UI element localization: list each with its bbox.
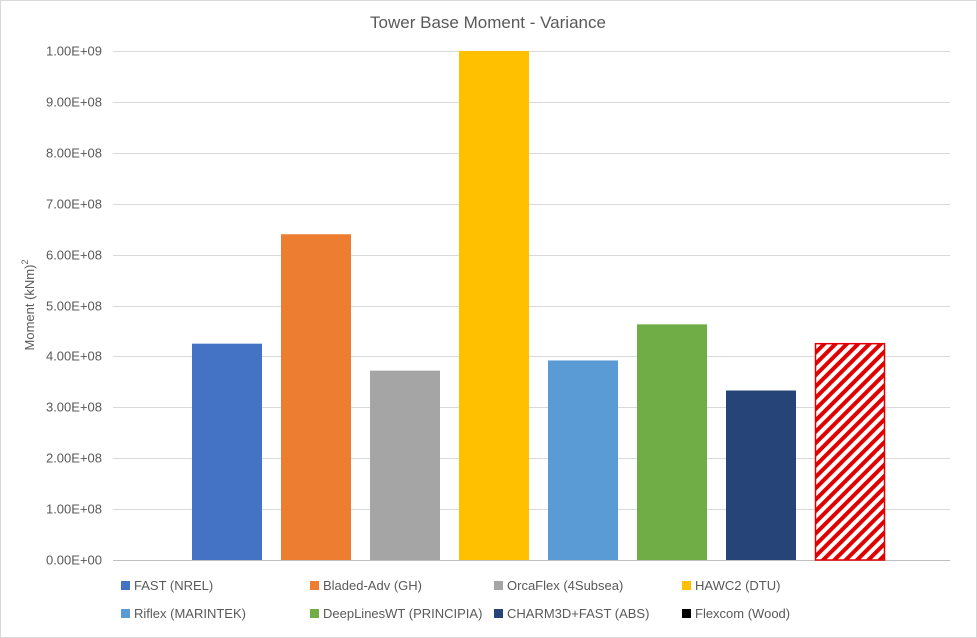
bar bbox=[548, 360, 618, 560]
bar bbox=[281, 234, 351, 561]
legend-swatch bbox=[494, 609, 503, 618]
y-tick-label: 2.00E+08 bbox=[46, 451, 102, 466]
bar bbox=[637, 324, 707, 560]
y-tick-label: 5.00E+08 bbox=[46, 299, 102, 314]
y-tick-label: 6.00E+08 bbox=[46, 248, 102, 263]
y-tick-label: 8.00E+08 bbox=[46, 146, 102, 161]
y-axis-ticks: 0.00E+00 1.00E+08 2.00E+08 3.00E+08 4.00E+08… bbox=[46, 44, 102, 568]
y-axis-label-text: Moment (kNm) bbox=[22, 265, 37, 351]
legend-label: OrcaFlex (4Subsea) bbox=[507, 578, 623, 593]
legend-label: DeepLinesWT (PRINCIPIA) bbox=[323, 606, 482, 621]
legend-swatch bbox=[494, 581, 503, 590]
legend: FAST (NREL) Bladed-Adv (GH) OrcaFlex (4Sub… bbox=[121, 578, 790, 621]
legend-label: FAST (NREL) bbox=[134, 578, 213, 593]
legend-swatch bbox=[682, 609, 691, 618]
y-tick-label: 1.00E+08 bbox=[46, 502, 102, 517]
chart-title: Tower Base Moment - Variance bbox=[370, 13, 606, 32]
legend-label: Flexcom (Wood) bbox=[695, 606, 790, 621]
legend-swatch bbox=[682, 581, 691, 590]
bar bbox=[192, 343, 262, 560]
y-tick-label: 3.00E+08 bbox=[46, 400, 102, 415]
y-axis-label-superscript: 2 bbox=[20, 260, 30, 265]
bar bbox=[370, 370, 440, 560]
y-tick-label: 9.00E+08 bbox=[46, 95, 102, 110]
legend-label: HAWC2 (DTU) bbox=[695, 578, 780, 593]
bar bbox=[814, 342, 886, 561]
y-tick-label: 4.00E+08 bbox=[46, 349, 102, 364]
y-tick-label: 0.00E+00 bbox=[46, 553, 102, 568]
legend-swatch bbox=[310, 581, 319, 590]
y-tick-label: 1.00E+09 bbox=[46, 44, 102, 59]
bar bbox=[459, 51, 529, 560]
bars bbox=[192, 51, 886, 561]
legend-label: Riflex (MARINTEK) bbox=[134, 606, 246, 621]
y-axis-label: Moment (kNm)2 bbox=[20, 260, 37, 351]
bar bbox=[726, 390, 796, 560]
legend-label: CHARM3D+FAST (ABS) bbox=[507, 606, 649, 621]
legend-swatch bbox=[310, 609, 319, 618]
legend-swatch bbox=[121, 609, 130, 618]
legend-swatch bbox=[121, 581, 130, 590]
y-tick-label: 7.00E+08 bbox=[46, 197, 102, 212]
legend-label: Bladed-Adv (GH) bbox=[323, 578, 422, 593]
